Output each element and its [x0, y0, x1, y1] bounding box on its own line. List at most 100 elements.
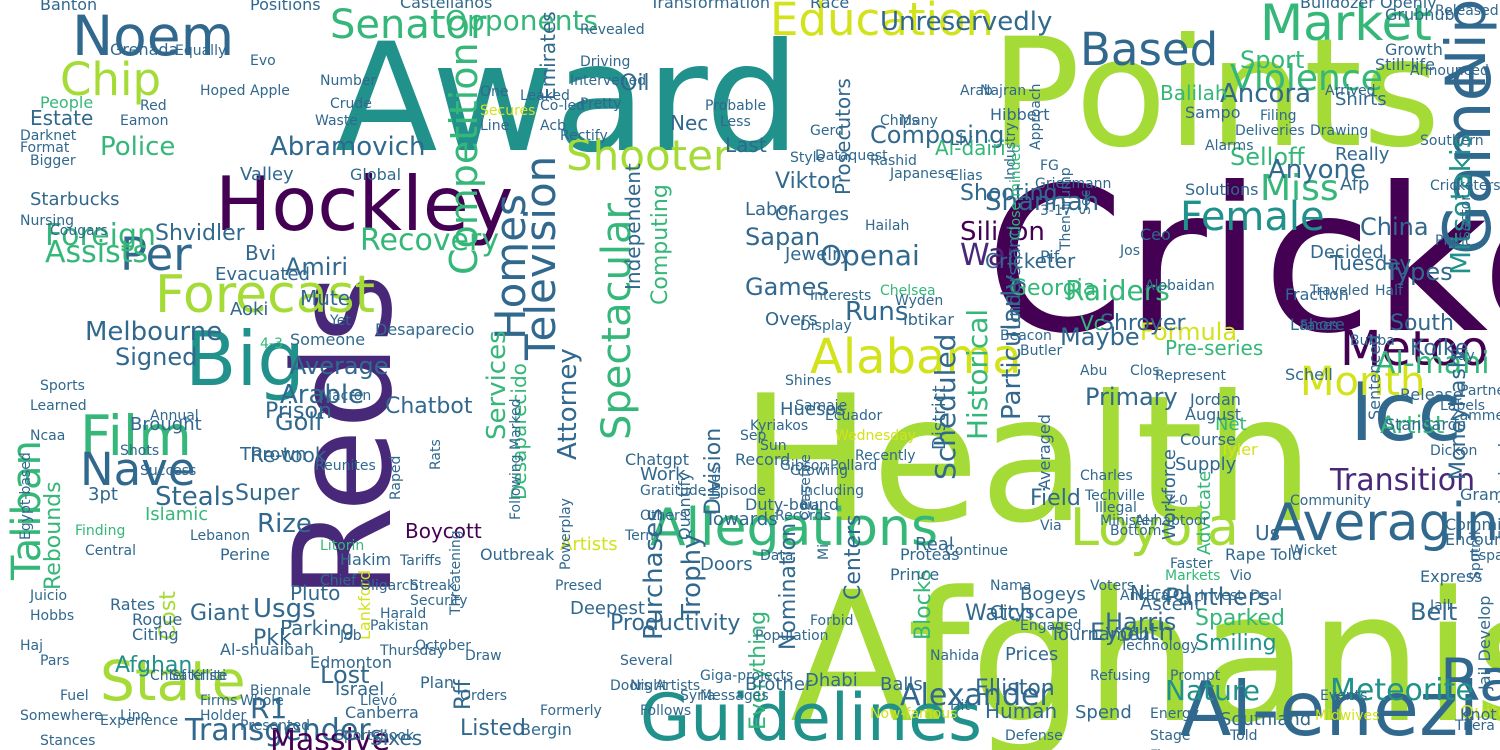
- word-boycott: Boycott: [405, 519, 482, 543]
- word-yet: Yet: [329, 313, 351, 329]
- word-layer: CricketHealthAfghanistanAwardPointsRedsG…: [4, 0, 1500, 750]
- word-canberra: Canberra: [345, 703, 419, 722]
- word-foreign: Foreign: [45, 218, 156, 253]
- word-interests: Interests: [810, 288, 871, 304]
- word-opponents: Opponents: [445, 4, 598, 37]
- word-central: Central: [85, 543, 136, 559]
- word-jordan: Jordan: [1189, 390, 1241, 409]
- word-population: Population: [755, 628, 829, 644]
- word-sampo: Sampo: [1185, 103, 1241, 122]
- word-alobaidan: Alobaidan: [1145, 278, 1215, 294]
- word-lino: Lino: [120, 708, 149, 724]
- word-desaparecido: Desaparecido: [507, 363, 531, 500]
- word-close-minded: Close-minded: [1008, 144, 1024, 240]
- word-silicon: Silicon: [960, 217, 1045, 247]
- word-haj: Haj: [20, 638, 43, 654]
- word-vio: Vio: [1230, 568, 1252, 584]
- word-war: War: [960, 238, 1019, 273]
- word-elias: Elias: [950, 168, 983, 184]
- word-southern: Southern: [1420, 133, 1484, 149]
- word-reunites: Reunites: [315, 458, 376, 474]
- word-valley: Valley: [240, 164, 294, 185]
- word-traveled: Traveled: [1309, 283, 1369, 299]
- word-line: Line: [480, 118, 509, 134]
- word-now-famous: Now-famous: [870, 706, 957, 722]
- word-melbourne: Melbourne: [85, 317, 222, 347]
- word-net: Net: [1215, 414, 1247, 435]
- word-panthers: Panthers: [1165, 583, 1270, 611]
- word-recovery: Recovery: [360, 223, 499, 258]
- word-desaparecio: Desaparecio: [375, 320, 474, 339]
- word-cost: Cost: [156, 591, 181, 640]
- word-types: Types: [1384, 258, 1453, 286]
- word-announced: Announced: [1410, 63, 1489, 79]
- word-brother: Brother: [745, 674, 813, 695]
- word-plant: Plant: [1435, 233, 1471, 249]
- word-historical: Historical: [961, 309, 994, 440]
- word-race: Race: [810, 0, 849, 12]
- word-drawing: Drawing: [1310, 123, 1368, 139]
- word-outbreak: Outbreak: [480, 545, 555, 564]
- word-sports: Sports: [40, 378, 85, 394]
- word-state: State: [100, 649, 246, 713]
- word-parking: Parking: [280, 616, 354, 640]
- word-dataquest: Dataquest: [815, 148, 888, 164]
- word-edmonton: Edmonton: [310, 653, 392, 672]
- word-hibbert: Hibbert: [990, 105, 1049, 124]
- word-lebanon: Lebanon: [190, 528, 250, 544]
- word-griezmann: Griezmann: [1035, 176, 1111, 192]
- word-recently: Recently: [855, 448, 916, 464]
- word-encouraged: Encouraged: [1445, 530, 1500, 549]
- word-solutions: Solutions: [1185, 180, 1259, 199]
- word-rape-told: Rape Told: [1225, 545, 1302, 564]
- word-centers: Centers: [841, 514, 866, 600]
- word-balls: Balls: [880, 674, 923, 695]
- word-ankara: Ankara: [1120, 588, 1169, 604]
- word-bergin: Bergin: [520, 720, 572, 739]
- word-health: Health: [740, 359, 1315, 562]
- word-crude: Crude: [330, 96, 372, 112]
- word-butler: Butler: [1020, 343, 1062, 359]
- word-pars: Pars: [40, 653, 69, 669]
- word-faces: Faces: [1300, 318, 1339, 334]
- word-presented: Presented: [240, 718, 310, 734]
- word-game: Game: [1431, 61, 1500, 255]
- word-satellite: Satellite: [170, 668, 227, 684]
- word-plan: Plan: [420, 673, 454, 692]
- word-duty-bound: Duty-bound: [745, 495, 839, 514]
- word-chief: Chief: [320, 573, 357, 589]
- word-kyriakos: Kyriakos: [750, 418, 808, 434]
- word-cricket: Cricket: [985, 145, 1500, 378]
- word-sportsbook: Sportsbook: [335, 728, 415, 744]
- word-oil: Oil: [620, 71, 650, 96]
- word-macron: Macron: [320, 388, 371, 404]
- word-assists: Assists: [45, 235, 148, 270]
- word-chelsea: Chelsea: [880, 283, 936, 299]
- word-mi: Mi: [816, 544, 832, 560]
- word-shroyer: Shroyer: [1100, 311, 1186, 336]
- word-grubhub: Grubhub: [1385, 5, 1455, 24]
- word-dickon: Dickon: [1430, 443, 1477, 459]
- word-cityscape: Cityscape: [990, 602, 1078, 623]
- word-sentenced: Sentenced: [1365, 335, 1384, 420]
- word-night: Night: [630, 678, 668, 694]
- word-niccol: Niccol: [1130, 581, 1190, 605]
- word-committed-initiative: Committed Initiative: [1445, 515, 1500, 534]
- word-services: Services: [482, 330, 512, 440]
- word-fuel: Fuel: [60, 688, 89, 704]
- word-nursing: Nursing: [20, 213, 74, 229]
- word-female: Female: [1180, 194, 1325, 240]
- word-rize: Rize: [257, 509, 312, 539]
- word-pkk: Pkk: [253, 626, 292, 651]
- word-success: Success: [140, 463, 196, 479]
- word-r1: R1: [250, 692, 287, 725]
- word-human: Human: [985, 699, 1057, 723]
- word-chatbot: Chatbot: [385, 394, 473, 419]
- word-icc: Icc: [1350, 366, 1462, 459]
- word-labor: Labor: [745, 199, 796, 220]
- word-huesos: Huesos: [780, 399, 846, 420]
- word-violence: Violence: [1230, 58, 1383, 99]
- word-espanyol: Espanyol: [1470, 548, 1500, 564]
- word-chatgpt: Chatgpt: [625, 450, 689, 469]
- word-per: Per: [120, 228, 192, 281]
